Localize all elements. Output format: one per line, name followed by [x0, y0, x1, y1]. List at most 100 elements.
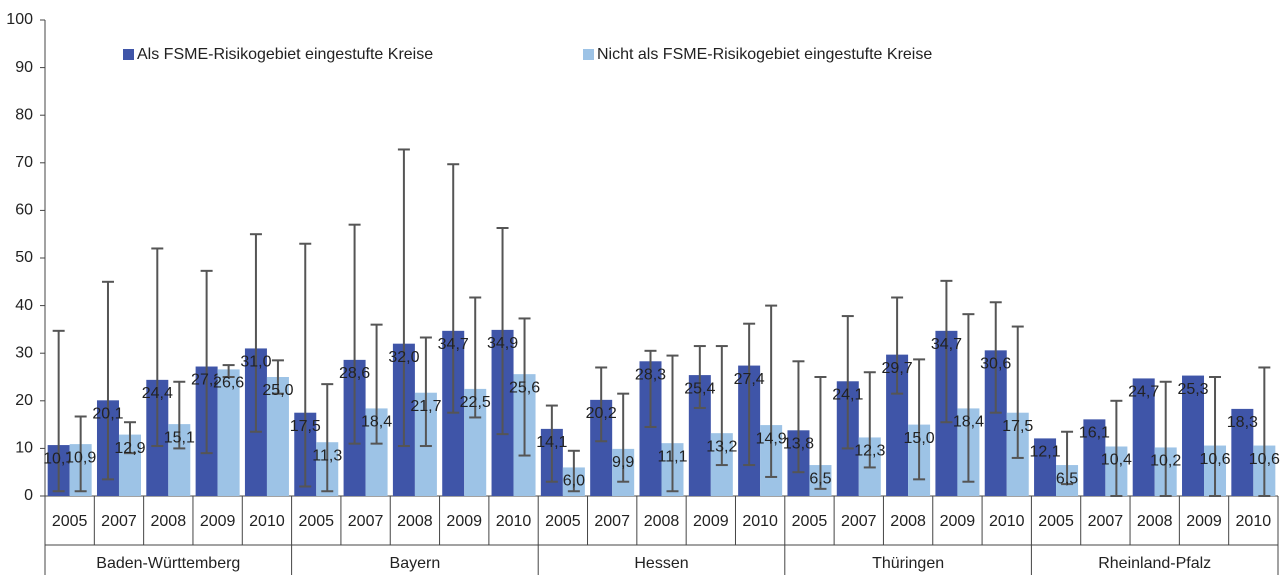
- value-label: 12,1: [1029, 444, 1060, 461]
- value-label: 18,3: [1227, 414, 1258, 431]
- x-tick-label: 2007: [841, 513, 877, 530]
- value-label: 6,0: [563, 473, 585, 490]
- x-tick-label: 2005: [792, 513, 828, 530]
- y-tick-label: 50: [15, 249, 33, 266]
- y-tick-label: 60: [15, 202, 33, 219]
- bar: [365, 408, 388, 496]
- x-tick-label: 2005: [52, 513, 88, 530]
- x-tick-label: 2008: [644, 513, 680, 530]
- value-label: 27,2: [191, 372, 222, 389]
- value-label: 32,0: [388, 349, 419, 366]
- x-tick-label: 2007: [348, 513, 384, 530]
- value-label: 26,6: [213, 375, 244, 392]
- y-tick-label: 70: [15, 154, 33, 171]
- bar: [464, 388, 487, 496]
- value-label: 25,3: [1177, 381, 1208, 398]
- value-label: 25,6: [509, 379, 540, 396]
- bar: [1132, 378, 1155, 496]
- value-label: 15,0: [904, 430, 935, 447]
- bar: [984, 350, 1007, 496]
- value-label: 29,7: [882, 360, 913, 377]
- value-label: 30,6: [980, 356, 1011, 373]
- value-label: 11,1: [658, 448, 688, 465]
- value-label: 14,9: [756, 430, 787, 447]
- y-tick-label: 100: [6, 11, 33, 28]
- group-label: Bayern: [390, 555, 441, 572]
- value-label: 24,1: [832, 387, 863, 404]
- legend-swatch: [583, 49, 594, 60]
- x-tick-label: 2009: [446, 513, 482, 530]
- x-tick-label: 2010: [742, 513, 778, 530]
- value-label: 6,5: [1056, 470, 1078, 487]
- value-label: 10,4: [1101, 452, 1132, 469]
- y-tick-label: 30: [15, 344, 33, 361]
- x-tick-label: 2005: [298, 513, 334, 530]
- x-tick-label: 2010: [496, 513, 532, 530]
- value-label: 13,2: [706, 438, 737, 455]
- bar: [886, 354, 909, 496]
- x-tick-label: 2005: [545, 513, 581, 530]
- value-label: 6,5: [809, 470, 831, 487]
- x-tick-label: 2009: [1186, 513, 1222, 530]
- value-label: 27,4: [734, 371, 765, 388]
- value-label: 22,5: [460, 394, 491, 411]
- value-label: 10,2: [1150, 453, 1181, 470]
- value-label: 34,9: [487, 335, 518, 352]
- value-label: 34,7: [931, 336, 962, 353]
- value-label: 18,4: [361, 414, 392, 431]
- value-label: 17,5: [290, 418, 321, 435]
- y-tick-label: 90: [15, 59, 33, 76]
- bar: [1182, 375, 1205, 496]
- value-label: 25,4: [684, 380, 715, 397]
- group-label: Baden-Württemberg: [96, 555, 240, 572]
- legend-label: Als FSME-Risikogebiet eingestufte Kreise: [137, 46, 433, 63]
- x-tick-label: 2005: [1038, 513, 1074, 530]
- x-tick-label: 2008: [397, 513, 433, 530]
- value-label: 21,7: [410, 398, 441, 415]
- bar: [639, 361, 662, 496]
- bar: [266, 377, 289, 496]
- legend-swatch: [123, 49, 134, 60]
- value-label: 17,5: [1002, 418, 1033, 435]
- value-label: 15,1: [164, 429, 195, 446]
- value-label: 16,1: [1079, 425, 1110, 442]
- x-tick-label: 2008: [890, 513, 926, 530]
- bar: [1083, 419, 1106, 496]
- group-label: Hessen: [634, 555, 688, 572]
- y-tick-label: 80: [15, 106, 33, 123]
- x-tick-label: 2010: [989, 513, 1025, 530]
- value-label: 10,9: [65, 449, 96, 466]
- x-tick-label: 2008: [1137, 513, 1173, 530]
- value-label: 13,8: [783, 436, 814, 453]
- bar: [118, 434, 141, 496]
- value-label: 20,2: [586, 405, 617, 422]
- y-tick-label: 20: [15, 392, 33, 409]
- y-tick-label: 10: [15, 440, 33, 457]
- bar: [590, 399, 613, 496]
- y-tick-label: 0: [24, 487, 33, 504]
- value-label: 9,9: [612, 454, 634, 471]
- value-label: 24,7: [1128, 384, 1159, 401]
- x-tick-label: 2010: [249, 513, 285, 530]
- value-label: 12,9: [114, 440, 145, 457]
- bar: [168, 424, 191, 496]
- bar: [688, 375, 711, 496]
- x-tick-label: 2009: [693, 513, 729, 530]
- x-tick-label: 2010: [1236, 513, 1272, 530]
- value-label: 25,0: [262, 382, 293, 399]
- value-label: 12,3: [854, 443, 885, 460]
- value-label: 18,4: [953, 414, 984, 431]
- bar: [217, 369, 240, 496]
- value-label: 10,7: [43, 450, 74, 467]
- value-label: 24,4: [142, 385, 173, 402]
- x-tick-label: 2007: [101, 513, 137, 530]
- value-label: 34,7: [438, 336, 469, 353]
- x-tick-label: 2007: [594, 513, 630, 530]
- value-label: 28,6: [339, 365, 370, 382]
- value-label: 10,6: [1199, 451, 1230, 468]
- value-label: 11,3: [312, 447, 342, 464]
- value-label: 20,1: [92, 406, 123, 423]
- group-label: Rheinland-Pfalz: [1098, 555, 1211, 572]
- value-label: 10,6: [1249, 451, 1280, 468]
